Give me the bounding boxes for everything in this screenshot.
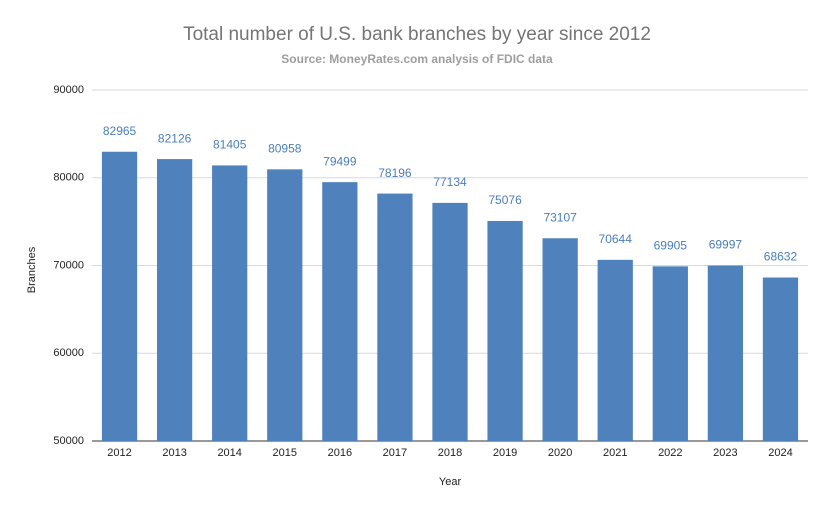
value-label: 77134 <box>433 175 467 189</box>
y-tick-label: 60000 <box>53 347 84 359</box>
y-tick-label: 80000 <box>53 172 84 184</box>
value-label: 75076 <box>488 193 522 207</box>
bar <box>487 220 523 441</box>
x-tick-label: 2013 <box>162 447 186 459</box>
chart-title: Total number of U.S. bank branches by ye… <box>183 24 651 45</box>
y-axis-label: Branches <box>26 246 38 293</box>
y-tick-label: 50000 <box>53 435 84 447</box>
value-label: 69997 <box>709 238 743 252</box>
value-label: 69905 <box>654 239 688 253</box>
x-axis-label: Year <box>439 476 462 488</box>
value-label: 79499 <box>323 154 357 168</box>
value-label: 73107 <box>543 210 577 224</box>
x-tick-label: 2014 <box>217 447 241 459</box>
value-label: 82126 <box>158 131 192 145</box>
x-tick-label: 2023 <box>713 447 737 459</box>
bar <box>597 259 633 441</box>
x-tick-label: 2019 <box>493 447 517 459</box>
x-tick-label: 2018 <box>438 447 462 459</box>
x-tick-label: 2020 <box>548 447 572 459</box>
value-label: 68632 <box>764 250 798 264</box>
bar <box>432 202 468 441</box>
y-tick-label: 70000 <box>53 259 84 271</box>
x-tick-label: 2015 <box>273 447 297 459</box>
value-label: 82965 <box>103 124 137 138</box>
chart-subtitle: Source: MoneyRates.com analysis of FDIC … <box>281 52 553 66</box>
value-label: 78196 <box>378 166 412 180</box>
bar <box>542 238 578 441</box>
bar <box>322 182 358 441</box>
bar <box>212 165 248 441</box>
x-tick-label: 2012 <box>107 447 131 459</box>
bar <box>652 266 688 441</box>
x-tick-label: 2024 <box>768 447 792 459</box>
bar <box>267 169 303 441</box>
x-tick-label: 2016 <box>328 447 352 459</box>
bar <box>707 265 744 441</box>
y-tick-label: 90000 <box>53 84 84 96</box>
value-label: 70644 <box>599 232 633 246</box>
x-tick-label: 2022 <box>658 447 682 459</box>
bar <box>762 277 799 441</box>
value-label: 80958 <box>268 142 302 156</box>
x-tick-label: 2017 <box>383 447 407 459</box>
value-label: 81405 <box>213 138 247 152</box>
bar <box>377 193 413 441</box>
x-tick-label: 2021 <box>603 447 627 459</box>
bar <box>101 151 138 442</box>
bar <box>156 159 193 441</box>
